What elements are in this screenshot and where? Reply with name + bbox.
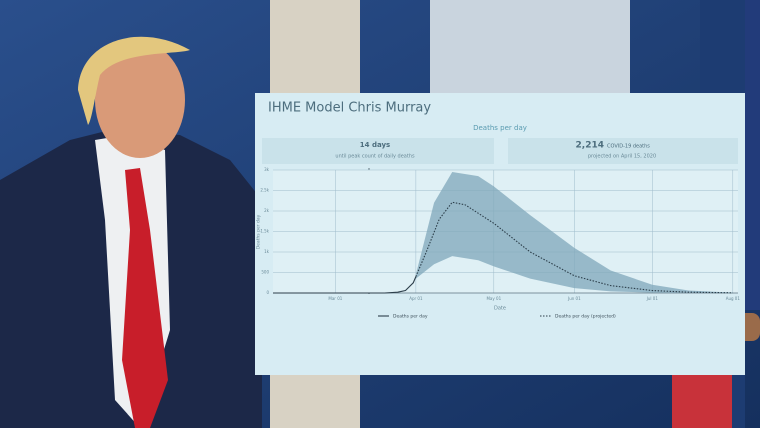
stat-value: 2,214 xyxy=(576,141,604,151)
face xyxy=(95,42,185,158)
flag-stripes xyxy=(672,375,732,428)
y-tick-label: 3k xyxy=(264,167,270,172)
stat-value: 14 days xyxy=(360,141,390,149)
x-tick-label: Jul 01 xyxy=(646,296,659,301)
series-line xyxy=(273,276,417,294)
flag xyxy=(745,0,760,310)
y-tick-label: 2k xyxy=(264,208,270,213)
x-axis-label: Date xyxy=(494,306,506,312)
series-line xyxy=(415,201,733,294)
stat-caption: until peak count of daily deaths xyxy=(335,154,415,160)
board-title: IHME Model Chris Murray xyxy=(268,101,431,116)
y-axis-label: Deaths per day xyxy=(256,214,262,249)
back-panel xyxy=(430,0,630,95)
stat-box xyxy=(508,138,738,164)
legend-label: Deaths per day xyxy=(393,314,428,320)
y-tick-label: 0 xyxy=(266,290,269,295)
y-tick-label: 2.5k xyxy=(260,188,269,193)
tie xyxy=(122,168,168,428)
x-tick-label: Jun 01 xyxy=(567,296,581,301)
y-tick-label: 500 xyxy=(261,270,269,275)
chart-title: Deaths per day xyxy=(473,124,527,132)
x-tick-label: May 01 xyxy=(486,296,501,301)
uncertainty-band xyxy=(415,172,733,293)
legend-label: Deaths per day (projected) xyxy=(555,314,616,320)
y-tick-label: 1k xyxy=(264,249,270,254)
x-tick-label: Apr 01 xyxy=(409,296,423,301)
plot: 0 500 1k 1.5k 2k 2.5k 3k Mar 01 Apr 01 May 01 Jun … xyxy=(260,167,740,320)
stat-unit: COVID-19 deaths xyxy=(607,144,650,150)
x-tick-label: Aug 01 xyxy=(726,296,741,301)
hair xyxy=(78,36,190,125)
x-tick-label: Mar 01 xyxy=(328,296,342,301)
y-tick-label: 1.5k xyxy=(260,229,269,234)
stat-box xyxy=(262,138,494,164)
stat-caption: projected on April 15, 2020 xyxy=(588,154,656,160)
